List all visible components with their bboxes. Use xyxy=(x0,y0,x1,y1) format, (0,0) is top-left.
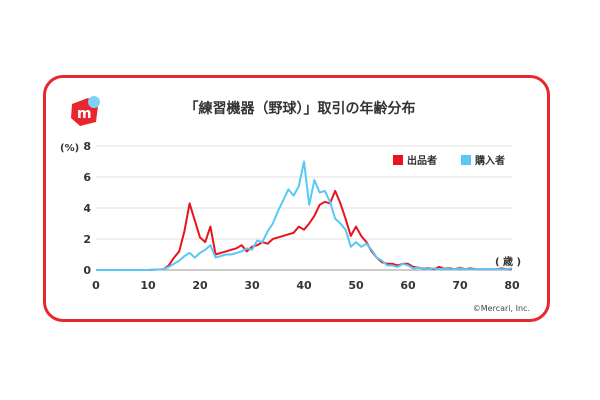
y-tick-label: 0 xyxy=(83,264,91,277)
y-tick-label: 6 xyxy=(83,171,91,184)
logo-letter: m xyxy=(77,106,92,122)
y-tick-label: 8 xyxy=(83,140,91,153)
legend-label: 購入者 xyxy=(474,154,505,167)
chart-title: 「練習機器（野球）」取引の年齢分布 xyxy=(184,101,416,117)
legend-swatch xyxy=(461,155,471,165)
x-tick-label: 80 xyxy=(504,279,520,292)
x-tick-label: 70 xyxy=(452,279,468,292)
y-tick-label: 2 xyxy=(83,233,91,246)
x-tick-label: 20 xyxy=(192,279,208,292)
x-tick-label: 0 xyxy=(92,279,100,292)
x-axis-label: ( 歳 ) xyxy=(495,255,521,268)
x-tick-label: 10 xyxy=(140,279,156,292)
x-tick-label: 30 xyxy=(244,279,260,292)
x-tick-label: 60 xyxy=(400,279,416,292)
logo-dot-shape xyxy=(88,96,100,108)
series-line-buyer xyxy=(96,160,513,271)
y-axis-label: (%) xyxy=(60,143,79,154)
chart-card xyxy=(43,75,550,322)
y-tick-label: 4 xyxy=(83,202,91,215)
mercari-logo-icon: m xyxy=(71,96,100,126)
legend-swatch xyxy=(393,155,403,165)
x-tick-label: 50 xyxy=(348,279,364,292)
copyright-credit: ©Mercari, Inc. xyxy=(472,304,530,313)
legend-label: 出品者 xyxy=(407,154,437,167)
x-tick-label: 40 xyxy=(296,279,312,292)
series-line-seller xyxy=(96,189,512,271)
